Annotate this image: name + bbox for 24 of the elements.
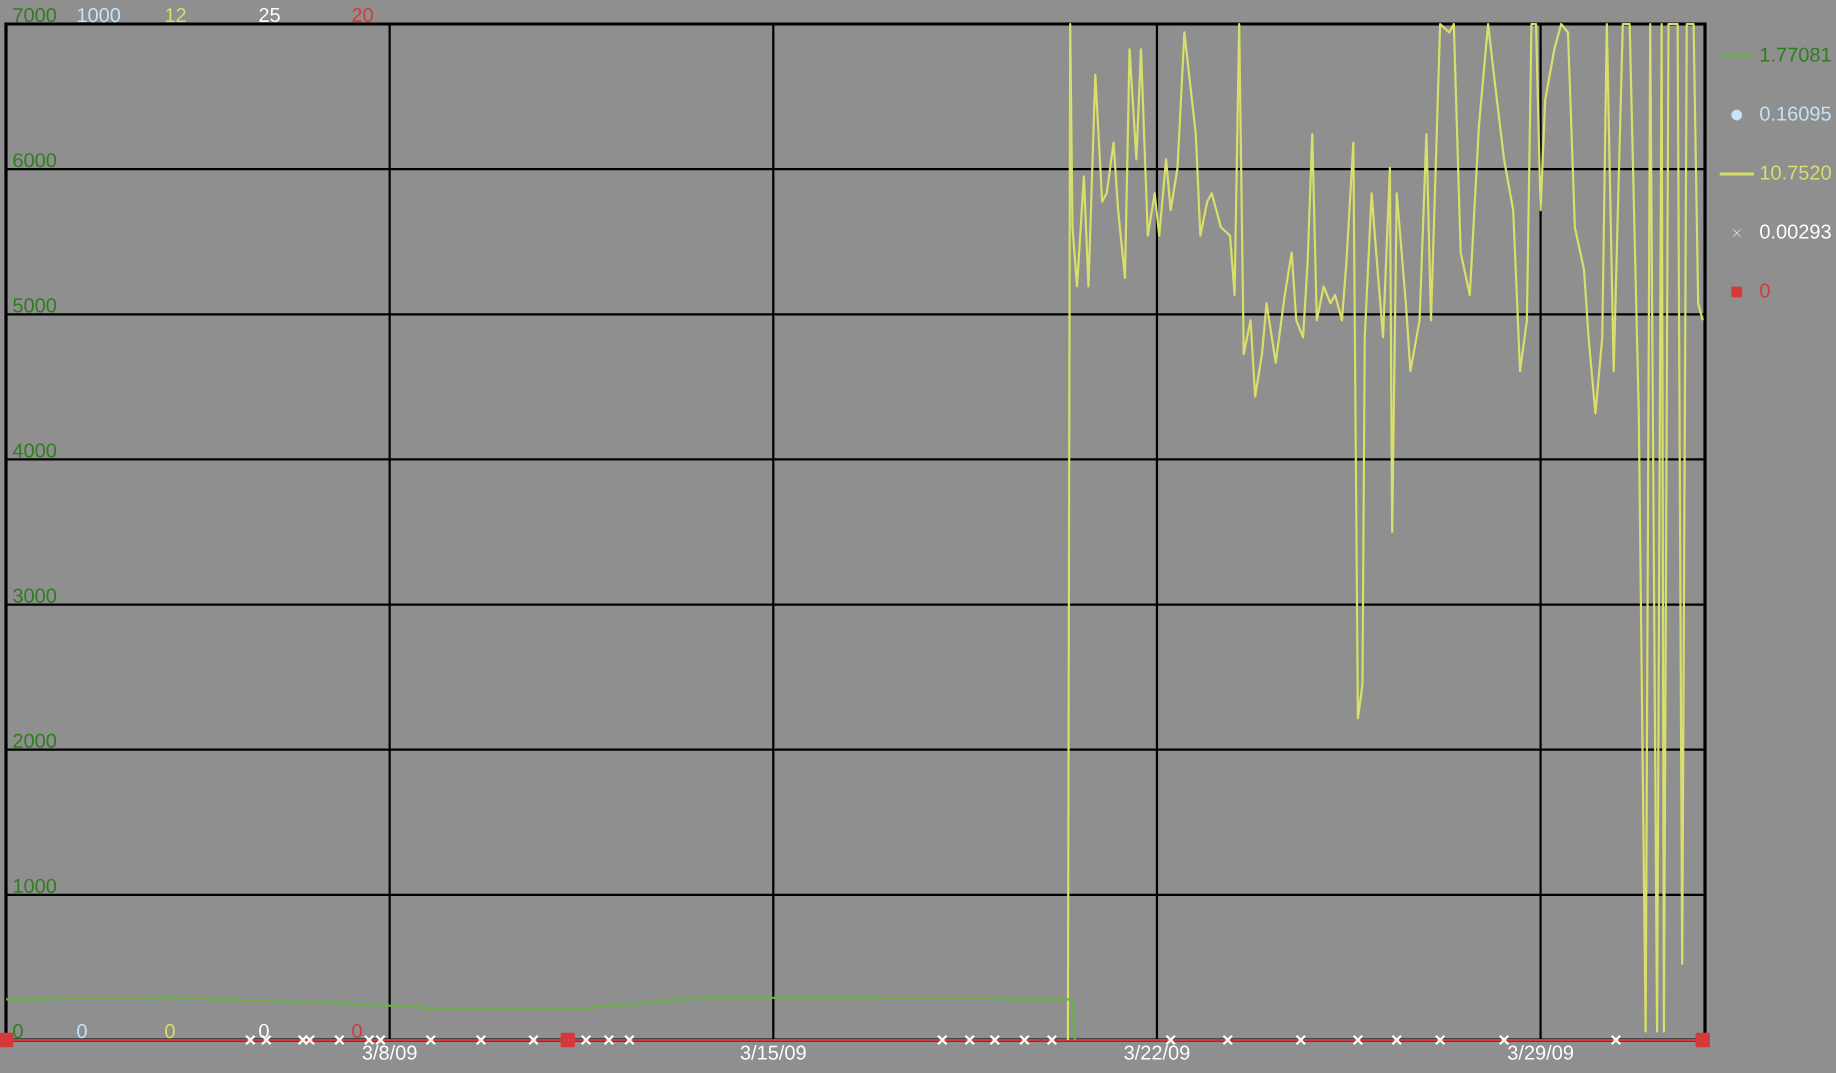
y-tick-label: 5000 <box>13 298 57 313</box>
y-tick-label: 6000 <box>13 153 57 168</box>
y2-tick-label: 0 <box>77 1024 87 1039</box>
legend-label: 1.77081 <box>1760 47 1831 62</box>
y-tick-label: 2000 <box>13 733 57 748</box>
legend-label: 10.7520 <box>1760 165 1831 180</box>
y2-tick-label: 1000 <box>77 8 121 23</box>
y-tick-label: 0 <box>13 1024 23 1039</box>
y-tick-label: 4000 <box>12 443 57 458</box>
legend-label: 0.00293 <box>1760 224 1831 239</box>
y3-tick-label: 0 <box>165 1024 175 1039</box>
x-tick-label: 3/15/09 <box>740 1045 806 1060</box>
text: 20 <box>352 7 373 23</box>
y-tick-label: 7000 <box>13 8 57 23</box>
x-tick-label: 3/29/09 <box>1507 1045 1574 1060</box>
x-tick-label: 3/8/09 <box>362 1045 417 1060</box>
x-tick-label: 3/22/09 <box>1124 1045 1190 1060</box>
y-tick-label: 3000 <box>13 588 57 603</box>
annotation: 0 <box>352 1023 362 1039</box>
text: 25 <box>259 7 280 23</box>
legend-label: 0 <box>1760 283 1770 298</box>
legend-label: 0.16095 <box>1760 106 1831 121</box>
y3-tick-label: 12 <box>165 8 186 22</box>
y-tick-label: 1000 <box>13 878 57 894</box>
